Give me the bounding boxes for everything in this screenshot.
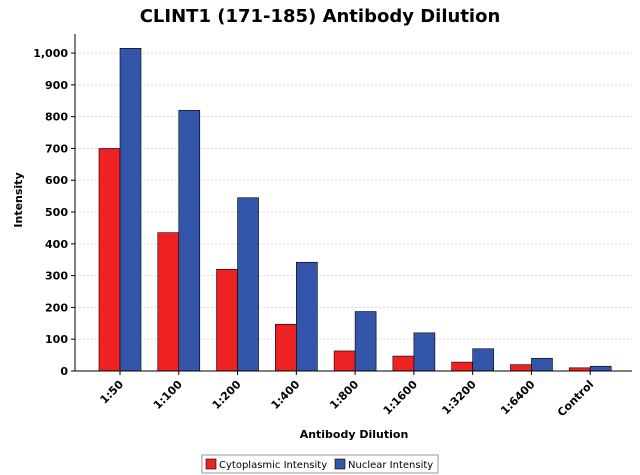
chart-title: CLINT1 (171-185) Antibody Dilution	[140, 6, 501, 27]
bar-nuclear-0	[119, 48, 142, 372]
bar-nuclear-1	[178, 110, 201, 372]
x-tick-label: 1:200	[210, 378, 244, 412]
bar-nuclear-5	[413, 332, 436, 372]
x-tick-label: 1:400	[269, 378, 303, 412]
bar-cytoplasmic-0	[98, 148, 121, 372]
y-tick-label: 300	[45, 270, 68, 283]
x-tick-label: 1:1600	[381, 378, 421, 418]
y-tick-label: 600	[45, 174, 68, 187]
bar-nuclear-4	[354, 311, 377, 372]
legend-label-nuclear: Nuclear Intensity	[348, 460, 433, 471]
bar-cytoplasmic-4	[333, 350, 356, 372]
bar-nuclear-7	[531, 357, 553, 372]
legend-swatch-cytoplasmic	[205, 458, 217, 470]
legend: Cytoplasmic Intensity Nuclear Intensity	[201, 454, 439, 474]
bar-cytoplasmic-7	[510, 364, 532, 372]
bar-nuclear-6	[472, 348, 494, 372]
axes	[74, 34, 632, 372]
x-tick-label: 1:800	[327, 378, 361, 412]
x-tick-label: 1:3200	[439, 378, 479, 418]
y-tick-label: 800	[45, 111, 68, 124]
bars	[98, 48, 612, 372]
x-axis-label: Antibody Dilution	[300, 428, 409, 441]
legend-label-cytoplasmic: Cytoplasmic Intensity	[219, 460, 327, 471]
bar-nuclear-8	[589, 365, 612, 372]
bar-cytoplasmic-5	[392, 355, 415, 372]
x-tick-label: Control	[555, 378, 596, 419]
y-tick-label: 500	[45, 206, 68, 219]
y-tick-label: 200	[45, 301, 68, 314]
y-axis-label: Intensity	[12, 172, 25, 227]
y-tick-label: 400	[45, 238, 68, 251]
x-tick-labels: 1:50 1:100 1:200 1:400 1:800 1:1600 1:3200 1:64…	[98, 371, 596, 419]
bar-cytoplasmic-1	[157, 232, 180, 372]
y-tick-label: 0	[60, 365, 68, 378]
x-tick-label: 1:50	[98, 378, 127, 407]
bar-cytoplasmic-2	[216, 268, 238, 372]
bar-cytoplasmic-6	[451, 361, 473, 372]
y-tick-label: 100	[45, 333, 68, 346]
y-tick-label: 1,000	[33, 47, 68, 60]
legend-swatch-nuclear	[334, 458, 346, 470]
x-tick-label: 1:6400	[498, 378, 538, 418]
y-tick-label: 900	[45, 79, 68, 92]
legend-frame	[201, 454, 439, 474]
bar-nuclear-3	[296, 261, 318, 372]
bar-cytoplasmic-3	[275, 323, 297, 372]
bar-nuclear-2	[237, 197, 259, 372]
x-tick-label: 1:100	[151, 378, 185, 412]
y-tick-label: 700	[45, 142, 68, 155]
y-tick-labels: 0 100 200 300 400 500 600 700 800 900 1,000	[33, 47, 75, 378]
